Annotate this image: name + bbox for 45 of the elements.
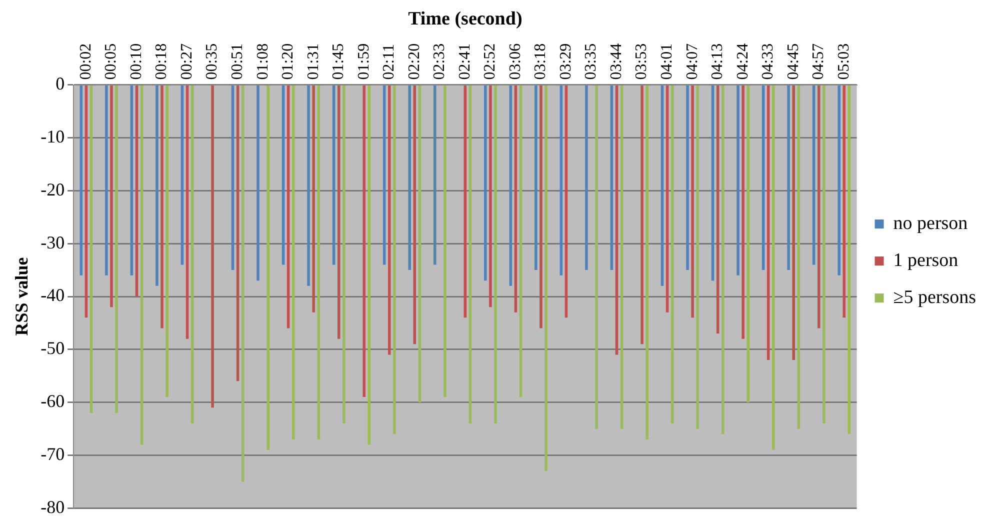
- y-tick-label: -30: [40, 232, 65, 252]
- x-tick-label: 04:57: [810, 43, 828, 80]
- x-tick-label: 01:45: [330, 43, 348, 80]
- x-tick-label: 02:33: [431, 43, 448, 80]
- x-tick-label: 00:35: [204, 43, 221, 80]
- legend-label: 1 person: [893, 250, 959, 271]
- x-tick-label: 05:03: [835, 43, 852, 80]
- x-tick-label: 01:59: [355, 43, 372, 80]
- x-tick-label: 03:18: [532, 43, 550, 80]
- x-tick-label: 02:52: [482, 43, 499, 80]
- x-tick-label: 01:08: [254, 43, 272, 80]
- x-tick-label: 03:35: [582, 43, 600, 80]
- legend-label: no person: [893, 212, 968, 234]
- y-tick-label: -80: [40, 496, 65, 517]
- x-tick-label: 04:07: [684, 43, 701, 80]
- x-tick-label: 00:02: [77, 43, 94, 80]
- x-tick-label: 04:45: [784, 43, 802, 80]
- x-tick-label: 00:51: [229, 43, 246, 80]
- y-tick-label: -70: [40, 444, 65, 464]
- y-tick-label: -60: [40, 391, 65, 412]
- x-tick-label: 04:24: [734, 43, 752, 80]
- y-tick-label: -20: [40, 179, 65, 200]
- x-tick-label: 04:01: [658, 43, 676, 80]
- x-tick-label: 01:20: [280, 43, 297, 80]
- x-tick-label: 02:11: [380, 44, 398, 80]
- x-tick-label: 00:10: [128, 43, 145, 80]
- x-tick-label: 02:20: [406, 43, 423, 80]
- x-tick-label: 03:29: [557, 43, 574, 80]
- x-axis-title: Time (second): [408, 8, 522, 30]
- y-tick-label: -10: [40, 126, 65, 146]
- x-tick-label: 02:41: [456, 43, 474, 80]
- x-tick-label: 00:05: [102, 43, 120, 80]
- x-tick-label: 04:33: [760, 43, 777, 80]
- x-tick-label: 00:27: [178, 43, 196, 80]
- x-tick-label: 03:53: [633, 43, 650, 80]
- x-tick-label: 04:13: [709, 43, 726, 80]
- y-axis-title: RSS value: [11, 257, 32, 336]
- y-tick-label: 0: [56, 74, 65, 94]
- x-tick-label: 03:06: [506, 43, 524, 80]
- x-tick-label: 03:44: [608, 43, 625, 80]
- x-tick-label: 01:31: [304, 43, 322, 80]
- y-tick-label: -50: [40, 338, 65, 358]
- x-tick-label: 00:18: [153, 43, 170, 80]
- y-tick-label: -40: [40, 285, 65, 306]
- legend-label: ≥5 persons: [893, 286, 976, 308]
